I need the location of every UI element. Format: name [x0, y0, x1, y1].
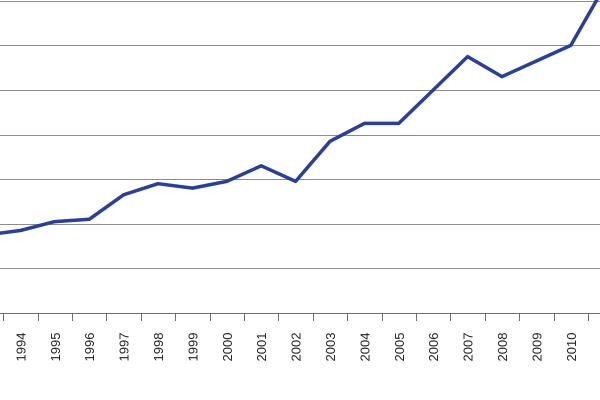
gridlines: [0, 1, 600, 269]
data-point: [18, 229, 22, 232]
data-point: [294, 179, 298, 183]
data-point: [431, 88, 435, 92]
x-tick-label: 2009: [529, 333, 544, 362]
x-tick-label: 2010: [564, 333, 579, 362]
x-tick-label: 2002: [289, 333, 304, 362]
x-tick-label: 1998: [151, 333, 166, 362]
x-tick-label: 2011: [598, 333, 600, 361]
series-group: [0, 0, 599, 235]
x-tick-labels: 1993199419951996199719981999200020012002…: [13, 333, 600, 362]
data-point: [569, 43, 573, 47]
data-point: [87, 217, 91, 221]
data-point: [53, 220, 57, 224]
data-point: [156, 182, 160, 186]
data-point: [328, 139, 332, 143]
x-axis: [0, 313, 600, 321]
x-tick-label: 1995: [48, 333, 63, 362]
x-tick-label: 2006: [426, 333, 441, 362]
x-tick-label: 1996: [82, 333, 97, 362]
x-tick-label: 2001: [254, 333, 269, 362]
data-point: [397, 121, 401, 125]
data-point: [225, 179, 229, 183]
data-point: [534, 59, 538, 63]
data-point: [259, 164, 263, 168]
x-tick-label: 1994: [13, 333, 28, 362]
x-tick-label: 2005: [392, 333, 407, 362]
data-point: [190, 186, 194, 190]
x-tick-label: 2000: [220, 333, 235, 362]
data-point: [122, 193, 126, 197]
x-tick-label: 2003: [323, 333, 338, 362]
x-tick-label: 2004: [357, 333, 372, 362]
data-point: [362, 121, 366, 125]
data-point: [466, 55, 470, 59]
x-tick-label: 1997: [117, 333, 132, 362]
x-tick-label: 2008: [495, 333, 510, 362]
x-tick-label: 1999: [185, 333, 200, 362]
data-point: [500, 75, 504, 79]
series-line: [0, 0, 599, 235]
x-tick-label: 2007: [461, 333, 476, 362]
